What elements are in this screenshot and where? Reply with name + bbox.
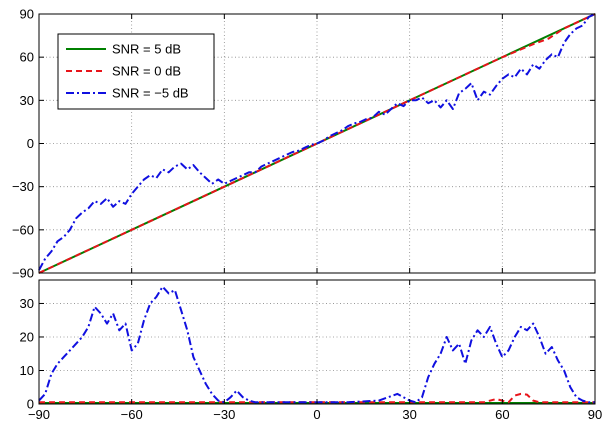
- top-y-tick-labels: −90 −60 −30 0 30 60 90: [12, 7, 34, 281]
- bottom-x-tick-labels: −90 −60 −30 0 30 60 90: [28, 407, 602, 422]
- top-y-tick-label: 0: [27, 136, 34, 151]
- bottom-x-tick-label: −60: [121, 407, 143, 422]
- legend-items: SNR = 5 dB SNR = 0 dB SNR = −5 dB: [66, 42, 189, 101]
- legend-label-0: SNR = 5 dB: [112, 42, 181, 57]
- top-series-line-2: [38, 13, 596, 271]
- top-y-tick-label: 60: [20, 50, 34, 65]
- bottom-x-tick-label: 90: [588, 407, 602, 422]
- bottom-ticks: [38, 280, 596, 405]
- top-y-tick-label: −60: [12, 222, 34, 237]
- top-y-tick-label: −90: [12, 266, 34, 281]
- bottom-series-line-1: [39, 392, 595, 404]
- bottom-y-tick-label: 0: [27, 397, 34, 412]
- bottom-x-tick-label: 60: [495, 407, 509, 422]
- bottom-x-tick-label: 0: [313, 407, 320, 422]
- top-y-tick-label: 90: [20, 7, 34, 22]
- top-ticks: [38, 13, 596, 274]
- bottom-x-tick-label: −30: [213, 407, 235, 422]
- top-series: [38, 13, 596, 274]
- bottom-y-tick-label: 10: [20, 363, 34, 378]
- bottom-x-tick-label: 30: [402, 407, 416, 422]
- bottom-y-tick-labels: 0 10 20 30: [20, 296, 34, 412]
- top-y-tick-label: 30: [20, 93, 34, 108]
- bottom-y-tick-label: 30: [20, 296, 34, 311]
- legend-box: [57, 33, 215, 110]
- legend-label-2: SNR = −5 dB: [112, 86, 189, 101]
- top-y-tick-label: −30: [12, 179, 34, 194]
- top-series-line-1: [38, 13, 596, 274]
- bottom-panel: 0 10 20 30 −90 −60 −30 0 30 60 90: [20, 279, 602, 422]
- bottom-y-tick-label: 20: [20, 329, 34, 344]
- bottom-series-line-2: [38, 285, 595, 404]
- bottom-x-tick-label: −90: [28, 407, 50, 422]
- legend: SNR = 5 dB SNR = 0 dB SNR = −5 dB: [57, 33, 215, 110]
- legend-label-1: SNR = 0 dB: [112, 64, 181, 79]
